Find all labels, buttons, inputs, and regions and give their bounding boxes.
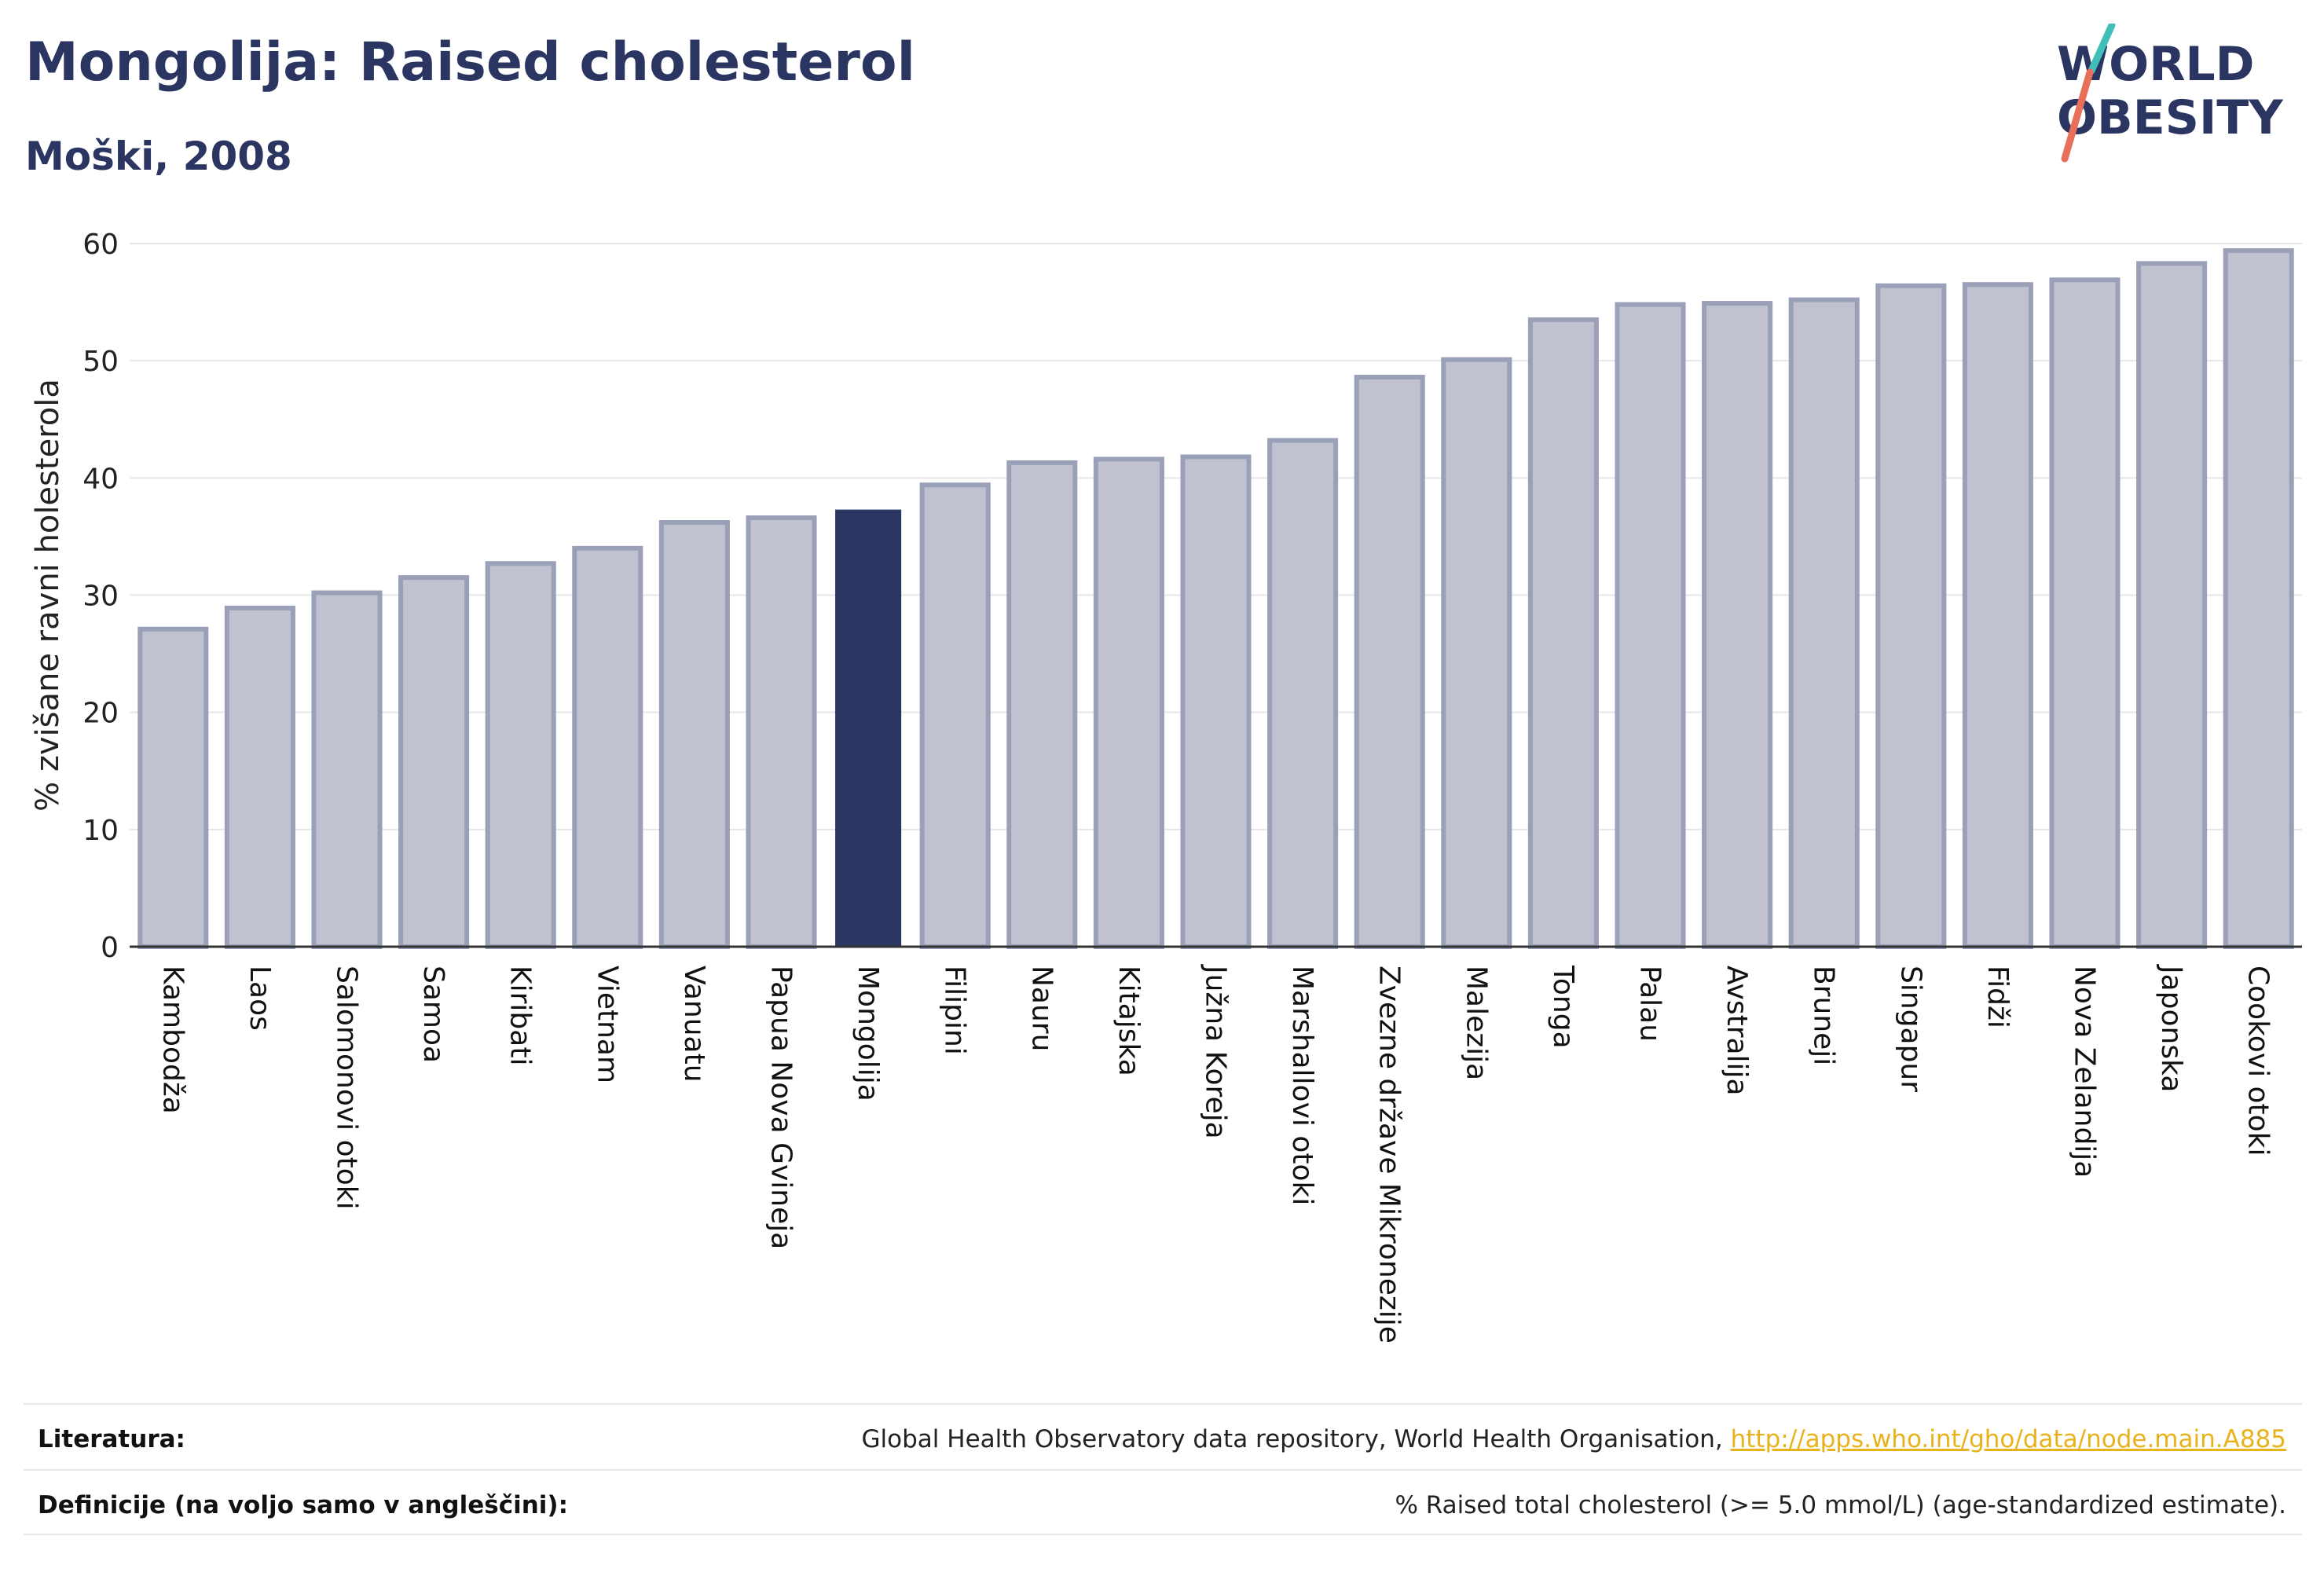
- x-tick-label: Marshallovi otoki: [1286, 966, 1318, 1205]
- y-axis-label: % zvišane ravni holesterola: [30, 379, 66, 812]
- bar: [658, 520, 730, 949]
- bar: [572, 545, 643, 949]
- x-tick-label: Južna Koreja: [1200, 964, 1232, 1139]
- x-tick-label: Vietnam: [591, 966, 623, 1083]
- x-tick-label: Malezija: [1460, 966, 1492, 1080]
- x-tick-label: Nova Zelandija: [2069, 966, 2101, 1178]
- x-tick-label: Tonga: [1547, 965, 1579, 1049]
- x-tick-label: Cookovi otoki: [2242, 966, 2275, 1156]
- x-tick-label: Mongolija: [852, 966, 884, 1101]
- bar: [1527, 317, 1599, 950]
- definitions-value: % Raised total cholesterol (>= 5.0 mmol/…: [1395, 1491, 2286, 1519]
- bar: [835, 509, 902, 947]
- y-tick-label: 60: [82, 229, 119, 261]
- bar: [311, 590, 383, 949]
- sources-text: Global Health Observatory data repositor…: [861, 1425, 1731, 1453]
- x-tick-label: Palau: [1634, 966, 1666, 1042]
- bar: [1875, 283, 1947, 949]
- sources-link[interactable]: http://apps.who.int/gho/data/node.main.A…: [1730, 1425, 2286, 1453]
- x-tick-label: Kambodža: [156, 966, 189, 1114]
- footer-divider: [24, 1534, 2302, 1535]
- x-tick-label: Avstralija: [1721, 966, 1753, 1096]
- footer-divider: [24, 1469, 2302, 1471]
- y-tick-label: 10: [82, 815, 119, 847]
- world-obesity-logo: WORLD OBESITY: [2057, 24, 2284, 163]
- x-tick-label: Kitajska: [1113, 966, 1145, 1076]
- sources-label: Literatura:: [38, 1425, 185, 1453]
- bar: [485, 561, 556, 949]
- y-tick-label: 40: [82, 463, 119, 495]
- bar: [1093, 456, 1164, 949]
- bar: [919, 482, 991, 949]
- x-tick-label: Vanuatu: [678, 966, 710, 1083]
- bar: [2049, 277, 2121, 950]
- definitions-label: Definicije (na voljo samo v angleščini):: [38, 1491, 568, 1519]
- svg-text:OBESITY: OBESITY: [2057, 90, 2284, 145]
- x-tick-label: Filipini: [939, 966, 971, 1055]
- x-tick-label: Laos: [244, 966, 276, 1031]
- x-tick-label: Nauru: [1025, 966, 1058, 1051]
- bar: [1441, 357, 1512, 949]
- y-tick-label: 50: [82, 346, 119, 378]
- sources-value: Global Health Observatory data repositor…: [862, 1425, 2286, 1453]
- x-tick-label: Singapur: [1894, 966, 1926, 1092]
- bar: [1354, 375, 1425, 949]
- chart-title: Mongolija: Raised cholesterol: [25, 31, 915, 93]
- x-tick-label: Papua Nova Gvineja: [765, 966, 797, 1249]
- bar: [1006, 460, 1078, 949]
- chart-subtitle: Moški, 2008: [25, 134, 292, 179]
- y-tick-label: 20: [82, 698, 119, 730]
- x-tick-label: Fidži: [1981, 966, 2014, 1028]
- bar: [1788, 297, 1860, 950]
- bar: [224, 605, 295, 949]
- bar: [398, 575, 470, 949]
- bar: [1615, 302, 1686, 950]
- bar: [1962, 282, 2033, 950]
- bar-chart: 0 10 20 30 40 50 60 % zvišane ravni holesterola…: [30, 229, 2302, 1343]
- bar: [137, 626, 209, 950]
- bar: [2136, 261, 2208, 949]
- bar: [2223, 247, 2294, 949]
- x-tick-label: Samoa: [417, 966, 449, 1063]
- bar: [746, 515, 817, 949]
- x-tick-label: Zvezne države Mikronezije: [1373, 966, 1406, 1343]
- y-tick-label: 30: [82, 581, 119, 613]
- bar: [1702, 301, 1773, 949]
- bar: [1267, 438, 1339, 949]
- x-tick-label: Bruneji: [1808, 966, 1840, 1065]
- x-tick-label: Kiribati: [504, 966, 537, 1065]
- footer-divider: [24, 1403, 2302, 1405]
- x-tick-label: Salomonovi otoki: [331, 966, 363, 1210]
- y-tick-label: 0: [101, 932, 119, 964]
- x-tick-label: Japonska: [2155, 964, 2187, 1092]
- bar: [1180, 454, 1252, 949]
